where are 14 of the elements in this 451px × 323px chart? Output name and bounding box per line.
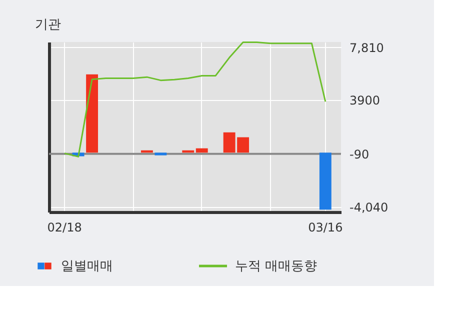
y-tick-label: -4,040 — [350, 200, 388, 215]
bar — [154, 152, 167, 156]
y-tick-label: 3900 — [350, 94, 380, 108]
chart-title: 기관 — [34, 17, 61, 32]
bar — [196, 148, 208, 153]
legend-label: 누적 매매동향 — [235, 259, 318, 274]
y-tick-label: -90 — [350, 147, 370, 162]
legend-label: 일별매매 — [61, 259, 113, 274]
x-tick-label: 02/18 — [47, 220, 82, 234]
y-tick-label: 7,810 — [350, 40, 384, 55]
x-tick-label: 03/16 — [308, 220, 343, 234]
line-series — [64, 42, 326, 158]
bar — [319, 152, 332, 210]
bar — [86, 74, 98, 153]
